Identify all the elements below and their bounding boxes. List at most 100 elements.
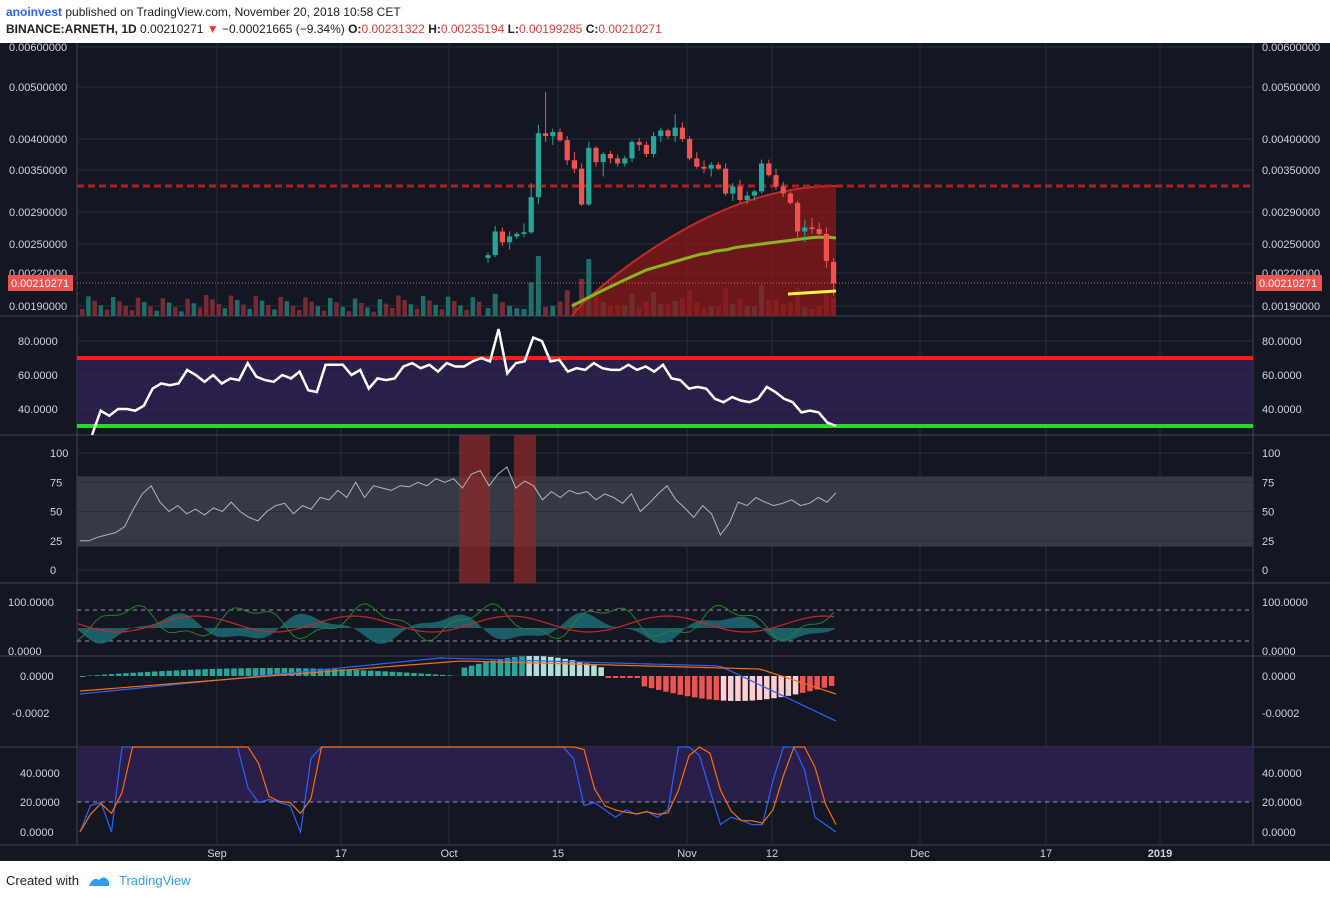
volume-bar [535,256,541,316]
macd-tick-left: 0.0000 [20,671,54,683]
macd-histogram-bar [814,676,820,690]
osc-green-line [77,603,835,642]
macd-histogram-bar [720,676,727,701]
candle-body [492,231,498,256]
stoch-tick-right: 25 [1262,536,1274,548]
volume-bar [445,296,451,316]
macd-histogram-bar [332,669,338,676]
volume-bar [427,300,432,316]
macd-histogram-bar [389,671,396,676]
macd-histogram-bar [634,676,640,678]
volume-bar [104,309,110,316]
candle-body [629,141,635,159]
macd-histogram-bar [404,672,410,676]
macd-histogram-bar [252,668,259,676]
volume-bar [80,309,85,316]
open-label: O: [348,22,362,36]
macd-histogram-bar [807,676,813,692]
macd-histogram-bar [476,663,482,676]
rsi-tick-right: 40.0000 [1262,404,1302,416]
last-price: 0.00210271 [140,22,204,36]
macd-histogram-bar [620,676,626,678]
volume-bar [408,304,414,316]
candle-body [795,202,801,232]
volume-bar [390,308,395,316]
macd-histogram-bar [324,668,331,676]
footer: Created with TradingView [6,873,191,888]
candle-body [586,147,592,205]
candle-body [759,163,765,192]
volume-bar [123,305,128,316]
osc-tick-right: 100.0000 [1262,597,1308,609]
low-value: 0.00199285 [518,22,583,36]
volume-bar [86,296,91,316]
price-tick-right: 0.00290000 [1262,207,1320,219]
tradingview-link[interactable]: TradingView [118,873,191,888]
macd-histogram-bar [828,676,835,686]
macd-histogram-bar [180,670,187,676]
volume-bar [402,299,407,316]
macd-histogram-bar [612,676,619,678]
macd-histogram-bar [418,673,424,676]
ema-line [571,235,837,308]
macd-histogram-bar [144,671,151,676]
price-tick-right: 0.00500000 [1262,82,1320,94]
macd-histogram-bar [483,662,489,676]
candle-body [557,132,563,141]
volume-bar [452,301,457,316]
volume-bar [278,296,283,316]
volume-bar [154,310,159,316]
stochrsi-tick-right: 0.0000 [1262,827,1296,839]
volume-bar [98,305,104,316]
macd-histogram-bar [94,675,100,676]
rsi-tick-left: 80.0000 [18,336,58,348]
macd-histogram-bar [778,676,784,698]
volume-bar [247,308,252,316]
stoch-tick-right: 75 [1262,477,1274,489]
macd-histogram-bar [260,668,266,676]
osc-tick-right: 0.0000 [1262,646,1296,658]
candle-body [687,139,693,159]
price-tick-left: 0.00400000 [9,134,67,146]
macd-tick-right: -0.0002 [1262,708,1299,720]
stoch-tick-right: 0 [1262,565,1268,577]
macd-histogram-bar [821,676,828,688]
rsi-tick-left: 60.0000 [18,370,58,382]
volume-bar [346,311,352,316]
stochrsi-tick-right: 40.0000 [1262,768,1302,780]
volume-bar [557,301,563,316]
macd-histogram-bar [540,656,547,676]
macd-histogram-bar [728,676,734,701]
volume-bar [377,299,383,316]
macd-histogram-bar [663,676,669,692]
price-tick-right: 0.00600000 [1262,43,1320,54]
x-tick-label: Nov [677,848,697,860]
chart-canvas[interactable]: Sep 17 Oct 15 Nov 12 Dec 17 2019 0.00600000 0.0060… [0,43,1330,861]
candle-body [550,132,556,137]
macd-histogram-bar [684,676,691,697]
candle-body [665,130,671,137]
macd-histogram-bar [202,669,208,676]
macd-histogram-bar [519,656,525,676]
volume-bar [550,305,556,316]
volume-bar [216,303,221,316]
volume-bar [148,306,153,316]
candle-body [773,175,779,187]
rsi-tick-right: 60.0000 [1262,370,1302,382]
price-change: −0.00021665 (−9.34%) [222,22,345,36]
macd-histogram-bar [605,676,612,678]
candle-body [643,144,649,154]
macd-histogram-bar [101,674,108,676]
candle-body [694,158,700,167]
candle-body [809,227,815,230]
candle-body [615,158,621,164]
macd-signal-line [79,660,837,695]
macd-histogram-bar [216,668,223,676]
author-name[interactable]: anoinvest [6,5,63,19]
macd-histogram-bar [627,676,633,678]
volume-bar [528,282,534,316]
rsi-line [90,328,837,436]
stochrsi-tick-left: 0.0000 [20,827,54,839]
open-value: 0.00231322 [361,22,425,36]
volume-bar [359,303,364,316]
